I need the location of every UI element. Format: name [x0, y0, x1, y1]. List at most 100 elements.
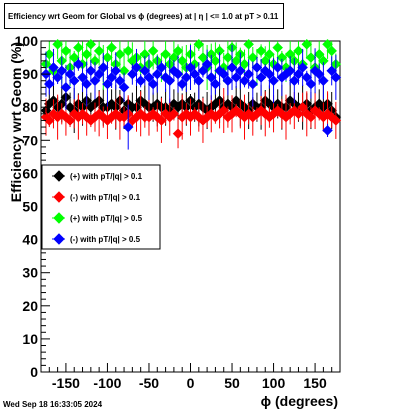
y-tick-label: 30	[22, 265, 38, 281]
y-tick-label: 60	[22, 165, 38, 181]
data-point	[73, 42, 84, 53]
data-point	[326, 65, 338, 77]
legend-marker	[53, 191, 65, 203]
data-point	[56, 108, 68, 120]
data-point	[288, 75, 300, 87]
y-axis-label: Efficiency wrt Geom (%)	[8, 42, 24, 202]
x-tick-label: -50	[139, 375, 159, 391]
data-point	[180, 72, 192, 83]
data-point	[85, 65, 97, 77]
data-point	[118, 81, 130, 93]
data-point	[239, 58, 250, 70]
data-point	[97, 111, 109, 123]
data-point	[247, 52, 259, 63]
data-point	[284, 65, 296, 77]
y-tick-label: 50	[22, 199, 38, 215]
series-layer	[40, 38, 342, 150]
x-tick-label: -150	[52, 375, 80, 391]
data-point	[230, 72, 242, 83]
data-point	[102, 78, 113, 90]
data-point	[293, 108, 304, 120]
data-point	[189, 108, 201, 120]
x-axis-label: ϕ (degrees)	[261, 393, 338, 409]
data-point	[264, 68, 275, 80]
data-point	[251, 62, 263, 73]
legend-label: (-) with pT/|q| > 0.1	[70, 193, 141, 202]
timestamp: Wed Sep 18 16:33:05 2024	[3, 400, 103, 409]
data-point	[193, 38, 205, 50]
data-point	[301, 72, 313, 83]
data-point	[172, 128, 184, 140]
series-4	[40, 44, 342, 150]
data-point	[234, 65, 246, 77]
data-point	[293, 45, 304, 57]
data-point	[122, 45, 134, 57]
data-point	[164, 75, 176, 87]
data-point	[193, 111, 205, 123]
data-point	[135, 75, 147, 87]
legend-item: (+) with pT/|q| > 0.5	[52, 212, 143, 224]
data-point	[243, 108, 254, 120]
data-point	[318, 75, 329, 87]
legend-label: (-) with pT/|q| > 0.5	[70, 235, 141, 244]
x-tick-label: 150	[303, 375, 327, 391]
legend-label: (+) with pT/|q| > 0.5	[70, 214, 143, 223]
data-point	[305, 111, 317, 123]
data-point	[43, 78, 55, 90]
data-point	[239, 75, 250, 87]
data-point	[268, 75, 279, 87]
data-point	[322, 38, 333, 50]
y-tick-label: 20	[22, 298, 38, 314]
data-point	[43, 115, 55, 126]
data-point	[322, 108, 333, 120]
data-point	[185, 62, 196, 73]
data-point	[189, 68, 201, 80]
data-point	[255, 45, 267, 57]
data-point	[64, 68, 76, 80]
data-point	[218, 105, 230, 116]
data-point	[114, 75, 126, 87]
data-point	[52, 72, 63, 83]
data-point	[172, 68, 184, 80]
data-point	[73, 58, 84, 70]
data-point	[247, 78, 259, 90]
data-point	[243, 38, 254, 50]
data-point	[272, 42, 284, 53]
data-point	[160, 48, 171, 60]
data-point	[81, 48, 93, 60]
data-point	[193, 75, 205, 87]
y-tick-label: 100	[15, 33, 39, 49]
data-point	[97, 62, 109, 73]
series-2	[40, 88, 342, 149]
data-point	[230, 55, 242, 67]
legend-marker	[53, 212, 65, 224]
data-point	[60, 45, 72, 57]
y-tick-label: 10	[22, 331, 38, 347]
data-point	[205, 108, 217, 120]
data-point	[56, 65, 68, 77]
data-point	[197, 65, 209, 77]
data-point	[301, 38, 313, 50]
data-point	[222, 75, 234, 87]
data-point	[106, 42, 117, 53]
data-point	[77, 108, 88, 120]
data-point	[168, 108, 180, 120]
data-point	[143, 72, 155, 83]
data-point	[156, 62, 167, 73]
y-tick-label: 80	[22, 99, 38, 115]
legend-item: (-) with pT/|q| > 0.5	[52, 233, 141, 245]
data-point	[127, 68, 138, 80]
data-point	[156, 115, 167, 126]
data-point	[222, 52, 234, 63]
data-point	[255, 72, 267, 83]
data-point	[102, 52, 113, 63]
data-point	[243, 68, 254, 80]
data-point	[305, 78, 317, 90]
data-point	[122, 121, 134, 133]
legend-marker	[53, 233, 65, 245]
data-point	[48, 62, 59, 73]
chart-title: Efficiency wrt Geom for Global vs ϕ (deg…	[4, 3, 284, 29]
legend-marker	[53, 170, 65, 182]
legend-item: (+) with pT/|q| > 0.1	[52, 170, 143, 182]
